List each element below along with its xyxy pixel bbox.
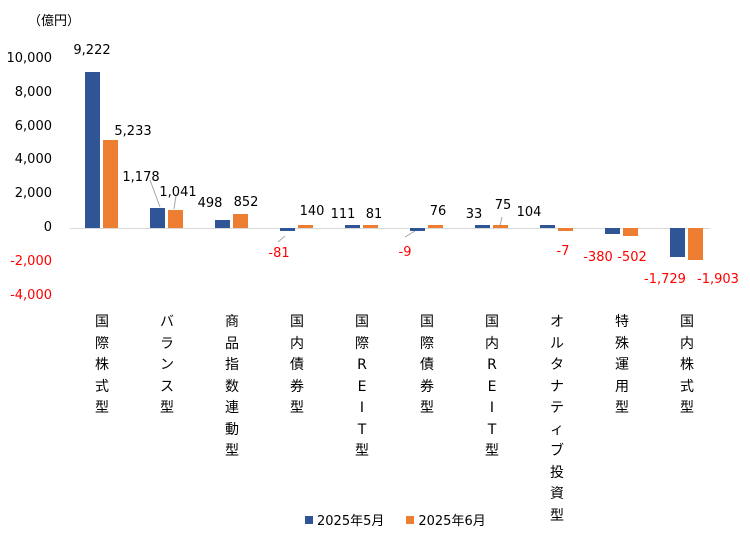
y-tick: 4,000	[14, 152, 52, 168]
y-tick: -2,000	[10, 253, 52, 269]
bar-june	[688, 228, 703, 261]
data-label: -1,903	[697, 272, 739, 287]
legend-label-june: 2025年6月	[418, 514, 486, 529]
data-label: 498	[197, 196, 223, 211]
bar-june	[233, 213, 248, 228]
bar-may	[475, 225, 490, 228]
unit-label: （億円）	[28, 14, 81, 29]
data-label: 852	[233, 195, 259, 210]
data-label: 9,222	[73, 43, 111, 58]
bar-june	[558, 228, 573, 231]
y-tick: -4,000	[10, 287, 52, 303]
data-label: -9	[398, 245, 412, 260]
bar-may	[150, 208, 165, 228]
bar-may	[280, 228, 295, 231]
legend-swatch-june	[406, 515, 415, 524]
y-tick: 8,000	[14, 84, 52, 100]
bar-may	[410, 228, 425, 231]
bar-june	[168, 210, 183, 228]
bar-may	[605, 228, 620, 235]
category-label: バランス型	[160, 314, 174, 416]
data-label: -502	[617, 250, 647, 265]
data-label: 33	[465, 207, 483, 222]
bar-june	[623, 228, 638, 237]
y-tick: 10,000	[6, 51, 53, 66]
data-label: 76	[429, 204, 447, 219]
legend-swatch-may	[305, 515, 313, 524]
legend: 2025年5月 2025年6月	[305, 510, 486, 529]
legend-item-june: 2025年6月	[406, 510, 486, 529]
legend-label-may: 2025年5月	[317, 514, 385, 529]
category-label: 国際株式型	[95, 314, 109, 416]
bar-june	[428, 225, 443, 228]
bar-june	[298, 225, 313, 228]
category-label: 国内株式型	[680, 314, 694, 416]
data-label: -7	[556, 244, 570, 259]
data-label: 111	[330, 207, 356, 222]
category-label: オルタナティブ投資型	[550, 314, 564, 524]
data-label: 81	[365, 207, 383, 222]
data-label: 140	[299, 204, 325, 219]
bar-may	[85, 72, 100, 228]
data-label: -1,729	[644, 272, 686, 287]
y-tick: 0	[43, 220, 52, 235]
legend-item-may: 2025年5月	[305, 510, 384, 529]
category-label: 国際債券型	[420, 314, 434, 416]
data-label: 1,041	[159, 185, 197, 200]
bar-may	[670, 228, 685, 258]
y-tick: 2,000	[14, 186, 52, 202]
data-label: 5,233	[114, 124, 152, 139]
data-label: 104	[516, 205, 542, 220]
data-label: -81	[268, 246, 290, 261]
data-label: -380	[583, 250, 613, 265]
bar-may	[345, 225, 360, 228]
category-label: 商品指数連動型	[225, 314, 239, 459]
data-label: 1,178	[122, 170, 160, 185]
category-label: 国内債券型	[290, 314, 304, 416]
bar-june	[363, 225, 378, 228]
data-label: 75	[494, 198, 512, 213]
category-label: 特殊運用型	[615, 314, 629, 416]
bar-june	[103, 139, 118, 228]
bar-may	[215, 219, 230, 228]
bar-june	[493, 225, 508, 228]
zero-baseline	[70, 228, 710, 229]
bar-may	[540, 225, 555, 228]
y-tick: 6,000	[14, 118, 52, 134]
